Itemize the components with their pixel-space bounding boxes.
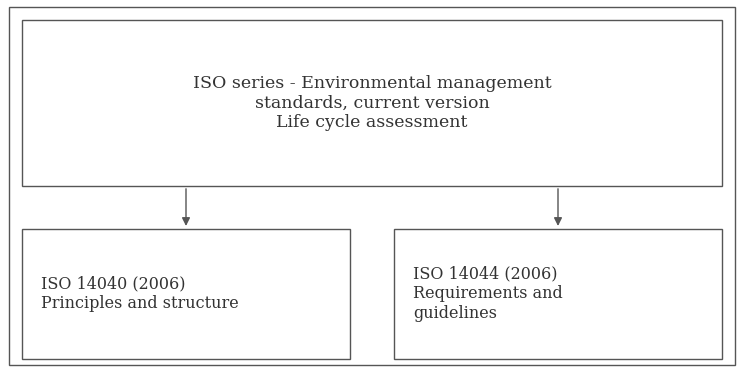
FancyBboxPatch shape: [394, 229, 722, 359]
Text: ISO 14040 (2006)
Principles and structure: ISO 14040 (2006) Principles and structur…: [41, 276, 239, 312]
FancyBboxPatch shape: [22, 229, 350, 359]
FancyBboxPatch shape: [9, 7, 735, 365]
Text: ISO series - Environmental management
standards, current version
Life cycle asse: ISO series - Environmental management st…: [193, 75, 551, 131]
FancyBboxPatch shape: [22, 20, 722, 186]
Text: ISO 14044 (2006)
Requirements and
guidelines: ISO 14044 (2006) Requirements and guidel…: [413, 266, 562, 322]
